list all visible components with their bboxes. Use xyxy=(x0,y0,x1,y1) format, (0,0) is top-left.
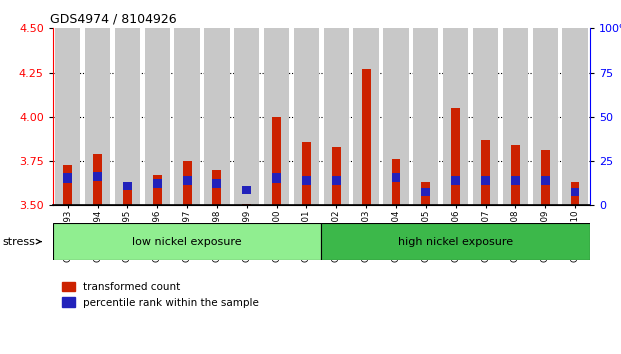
Bar xyxy=(541,176,550,185)
Bar xyxy=(183,161,191,205)
Bar xyxy=(511,145,520,205)
Bar xyxy=(234,28,260,205)
Bar xyxy=(302,142,311,205)
Bar xyxy=(93,154,102,205)
Bar xyxy=(511,176,520,185)
Text: GDS4974 / 8104926: GDS4974 / 8104926 xyxy=(50,13,177,26)
Text: low nickel exposure: low nickel exposure xyxy=(132,236,242,247)
Bar xyxy=(413,28,438,205)
Bar xyxy=(242,186,252,194)
Bar xyxy=(63,165,72,205)
Bar xyxy=(541,150,550,205)
Bar xyxy=(353,28,379,205)
Bar xyxy=(93,172,102,181)
Bar xyxy=(324,28,349,205)
Bar xyxy=(332,176,341,185)
Bar xyxy=(422,182,430,205)
Bar xyxy=(481,176,490,185)
Bar xyxy=(391,172,401,182)
Bar xyxy=(53,223,322,260)
Bar xyxy=(443,28,468,205)
Bar xyxy=(212,179,221,188)
Bar xyxy=(361,69,371,205)
Bar xyxy=(451,108,460,205)
Bar xyxy=(332,147,341,205)
Bar xyxy=(563,28,587,205)
Bar xyxy=(294,28,319,205)
Bar xyxy=(451,176,460,185)
Bar xyxy=(115,28,140,205)
Bar xyxy=(391,159,401,205)
Bar xyxy=(123,182,132,190)
Bar xyxy=(55,28,80,205)
Bar xyxy=(532,28,558,205)
Bar xyxy=(204,28,230,205)
Text: high nickel exposure: high nickel exposure xyxy=(398,236,513,247)
Bar xyxy=(302,176,311,185)
Bar xyxy=(264,28,289,205)
Bar xyxy=(272,117,281,205)
Bar xyxy=(242,204,252,205)
Bar xyxy=(571,188,579,195)
Bar xyxy=(183,176,191,185)
Bar xyxy=(63,173,72,183)
Bar xyxy=(153,175,161,205)
Bar xyxy=(473,28,498,205)
Bar xyxy=(422,188,430,195)
Bar xyxy=(145,28,170,205)
Bar xyxy=(123,182,132,205)
Bar xyxy=(383,28,409,205)
Bar xyxy=(85,28,111,205)
Bar xyxy=(322,223,590,260)
Bar xyxy=(571,182,579,205)
Bar xyxy=(502,28,528,205)
Bar xyxy=(175,28,200,205)
Bar xyxy=(481,140,490,205)
Bar xyxy=(212,170,221,205)
Bar xyxy=(153,179,161,188)
Text: stress: stress xyxy=(2,236,41,247)
Bar xyxy=(272,173,281,183)
Legend: transformed count, percentile rank within the sample: transformed count, percentile rank withi… xyxy=(58,278,263,312)
